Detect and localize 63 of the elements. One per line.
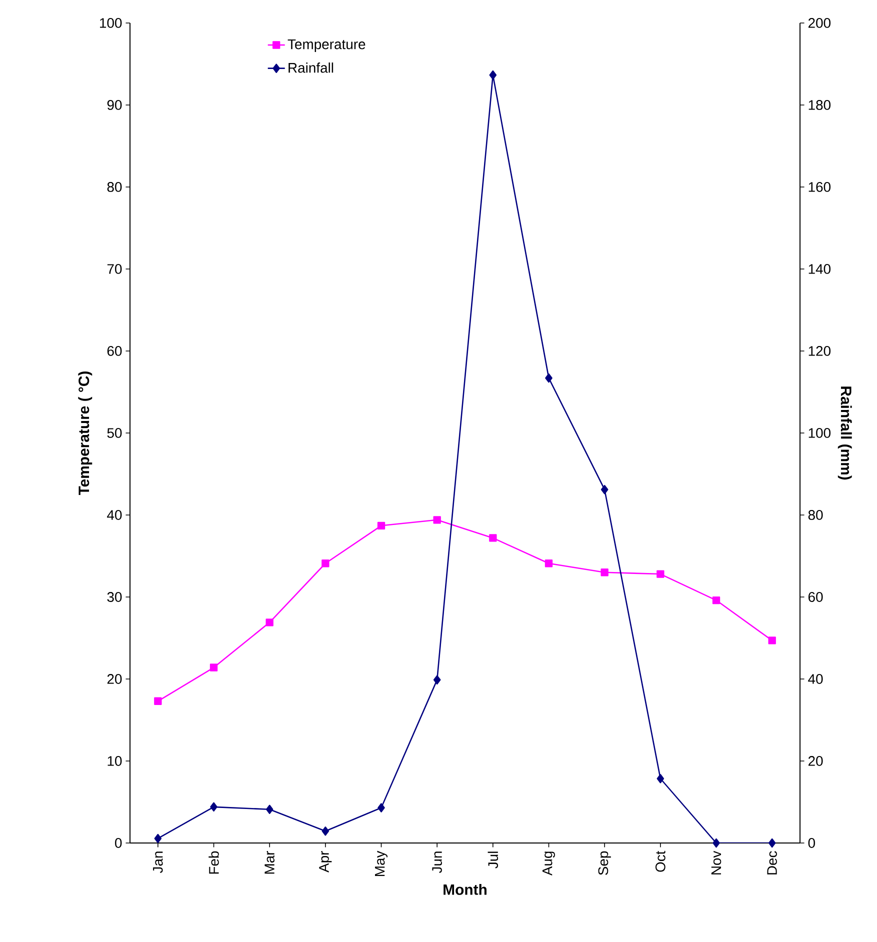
point: [433, 675, 441, 684]
point: [489, 534, 497, 542]
point: [378, 803, 385, 812]
y-tick-label: 10: [108, 756, 122, 766]
point: [489, 70, 497, 80]
y2-tick-label: 60: [808, 592, 823, 602]
point: [768, 636, 776, 644]
point: [210, 664, 218, 672]
point: [712, 596, 720, 604]
x-tick-label: Dec: [767, 851, 777, 874]
point: [656, 774, 664, 784]
point: [712, 838, 720, 848]
point: [600, 484, 608, 494]
x-tick-label: Nov: [711, 850, 722, 874]
x-tick-label: Jan: [153, 852, 163, 874]
x-tick-label: Sep: [598, 851, 611, 875]
point: [154, 834, 162, 844]
y2-tick-label: 120: [808, 346, 831, 356]
y2-tick-label: 20: [808, 756, 823, 766]
point: [545, 373, 552, 383]
y2-tick-label: 200: [808, 18, 831, 28]
y-tick-label: 0: [115, 838, 122, 848]
y2-tick-label: 100: [808, 428, 831, 438]
point: [433, 516, 441, 524]
y2-tick-label: 160: [808, 182, 831, 192]
x-tick-label: Feb: [208, 851, 219, 874]
y2-tick-label: 40: [808, 674, 823, 684]
y2-tick-label: 80: [808, 510, 823, 520]
y-tick-label: 70: [107, 264, 122, 274]
y2-tick-label: 0: [808, 838, 815, 848]
point: [266, 804, 274, 814]
y-tick-label: 50: [107, 428, 122, 438]
y-tick-label: 80: [107, 182, 122, 192]
y-tick-label: 20: [107, 674, 122, 684]
legend-label: Rainfall: [288, 62, 334, 73]
x-tick-label: Apr: [319, 850, 332, 872]
point: [600, 568, 608, 576]
point: [322, 560, 330, 568]
x-tick-label: Jun: [432, 852, 442, 874]
x-tick-label: May: [375, 850, 388, 876]
y-tick-label: 60: [107, 346, 122, 356]
y-tick-label: 30: [107, 592, 122, 602]
y-axis-title: Temperature ( °C): [78, 372, 92, 496]
point: [377, 522, 386, 530]
point: [154, 697, 162, 705]
x-tick-label: Aug: [542, 852, 555, 876]
y2-tick-label: 140: [808, 264, 831, 274]
y-tick-label: 100: [100, 18, 122, 28]
point: [544, 560, 553, 568]
point: [210, 802, 218, 812]
point: [768, 838, 776, 848]
y-tick-label: 90: [107, 100, 122, 110]
x-tick-label: Oct: [655, 850, 666, 872]
legend-label: Temperature: [288, 39, 366, 52]
x-tick-label: Jul: [488, 852, 498, 868]
y2-axis-title: Rainfall (mm): [838, 386, 852, 480]
y2-tick-label: 180: [808, 100, 831, 110]
point: [322, 826, 330, 836]
x-axis-title: Month: [444, 884, 486, 895]
point: [266, 618, 274, 626]
point: [656, 570, 664, 578]
y-tick-label: 40: [107, 510, 122, 520]
x-tick-label: Mar: [264, 850, 274, 874]
